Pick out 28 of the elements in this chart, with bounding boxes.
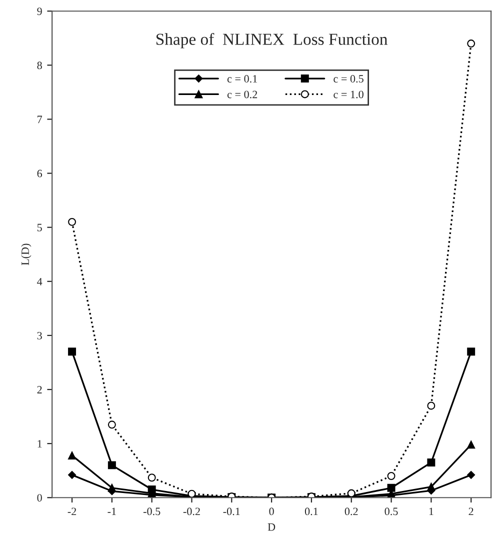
x-tick-label: -0.2: [183, 508, 200, 516]
legend-label: c = 0.5: [334, 75, 364, 83]
y-tick-label: 6: [37, 170, 42, 178]
y-axis-title: L(D): [21, 244, 32, 266]
x-tick-label: 0.1: [304, 508, 318, 516]
x-tick-label: -0.5: [143, 508, 160, 516]
y-tick-label: 0: [37, 494, 42, 502]
x-tick-label: -1: [108, 508, 116, 516]
text: Shape of NLINEX Loss Function: [156, 33, 388, 48]
x-axis-title: D: [268, 523, 276, 531]
y-tick-label: 5: [37, 224, 42, 232]
x-tick-label: 0.2: [344, 508, 358, 516]
legend-label: c = 0.1: [227, 75, 258, 83]
legend-label: c = 1.0: [334, 90, 364, 98]
y-tick-label: 9: [37, 8, 42, 16]
y-tick-label: 4: [37, 278, 42, 286]
y-tick-label: 1: [38, 440, 42, 448]
x-tick-label: -0.1: [223, 508, 240, 516]
legend-label: c = 0.2: [227, 90, 258, 98]
y-tick-label: 8: [37, 62, 42, 70]
x-tick-label: 2: [468, 508, 474, 516]
y-tick-label: 3: [37, 332, 42, 340]
x-tick-label: 1: [429, 508, 434, 516]
x-tick-label: 0.5: [384, 508, 398, 516]
x-tick-label: 0: [269, 508, 274, 516]
y-tick-label: 2: [37, 386, 42, 394]
y-tick-label: 7: [38, 116, 42, 124]
x-tick-label: -2: [68, 508, 76, 516]
